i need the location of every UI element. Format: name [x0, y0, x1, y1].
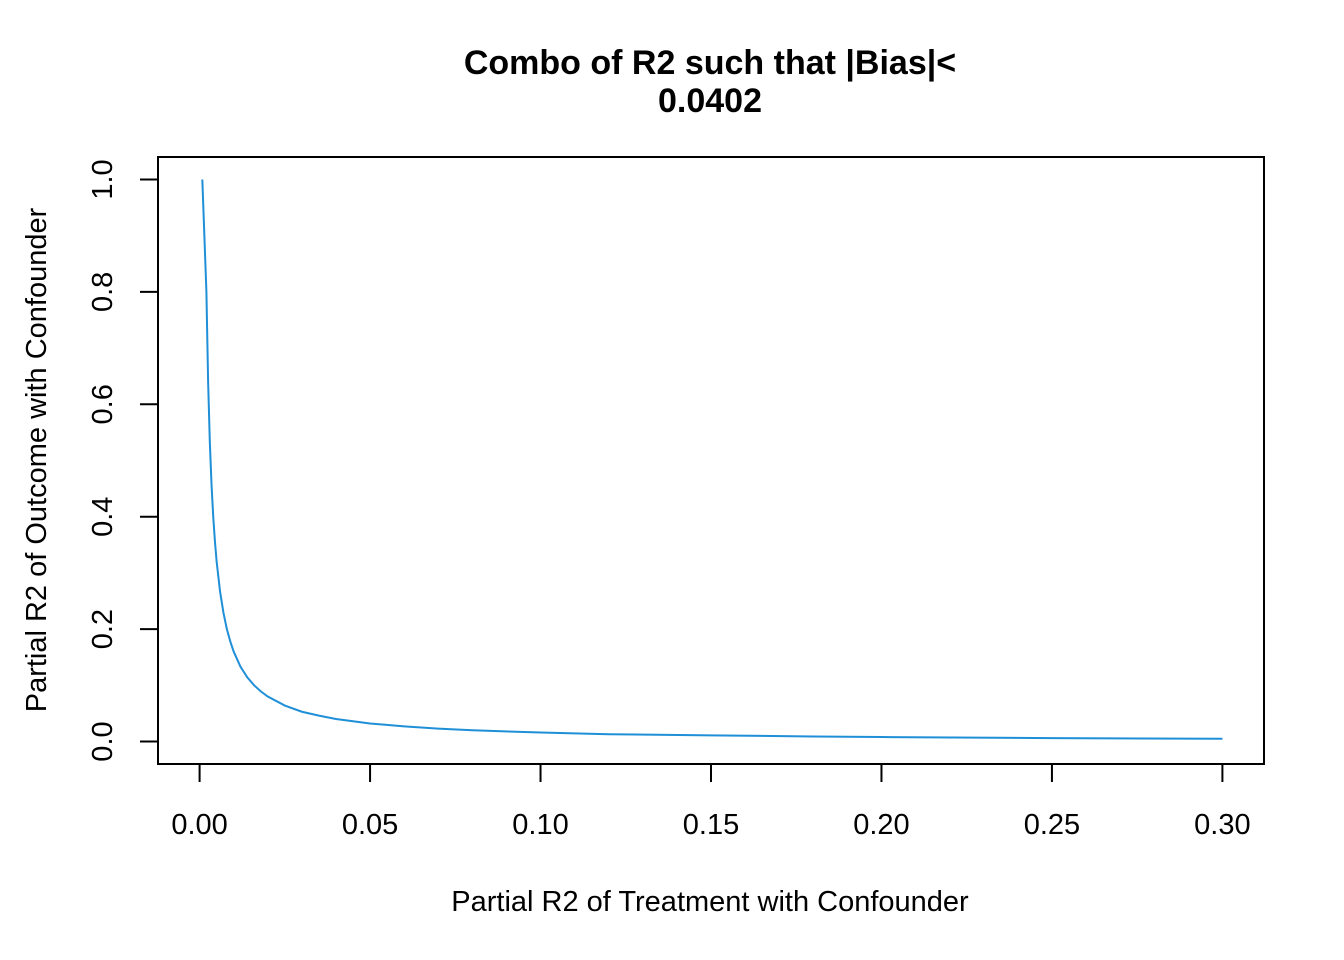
x-tick-label: 0.20 — [853, 809, 909, 841]
x-tick-label: 0.05 — [342, 809, 398, 841]
x-tick-label: 0.15 — [683, 809, 739, 841]
y-axis-label: Partial R2 of Outcome with Confounder — [21, 207, 53, 712]
x-tick-label: 0.25 — [1024, 809, 1080, 841]
y-tick-label: 0.0 — [87, 721, 119, 761]
series-line — [201, 179, 1223, 740]
y-axis: 0.0 0.2 0.4 0.6 0.8 1.0 — [87, 159, 159, 762]
x-axis-label: Partial R2 of Treatment with Confounder — [451, 886, 969, 918]
y-tick-label: 1.0 — [87, 159, 119, 199]
y-tick-label: 0.2 — [87, 609, 119, 649]
chart-title-line-2: 0.0402 — [658, 82, 762, 120]
x-tick-label: 0.00 — [171, 809, 227, 841]
y-tick-label: 0.8 — [87, 272, 119, 312]
chart-title-line-1: Combo of R2 such that |Bias|< — [464, 44, 956, 82]
y-tick-label: 0.6 — [87, 384, 119, 424]
x-tick-label: 0.30 — [1194, 809, 1250, 841]
x-axis: 0.00 0.05 0.10 0.15 0.20 0.25 0.30 — [171, 763, 1251, 841]
y-tick-label: 0.4 — [87, 497, 119, 537]
x-tick-label: 0.10 — [512, 809, 568, 841]
plot-frame — [157, 156, 1265, 765]
